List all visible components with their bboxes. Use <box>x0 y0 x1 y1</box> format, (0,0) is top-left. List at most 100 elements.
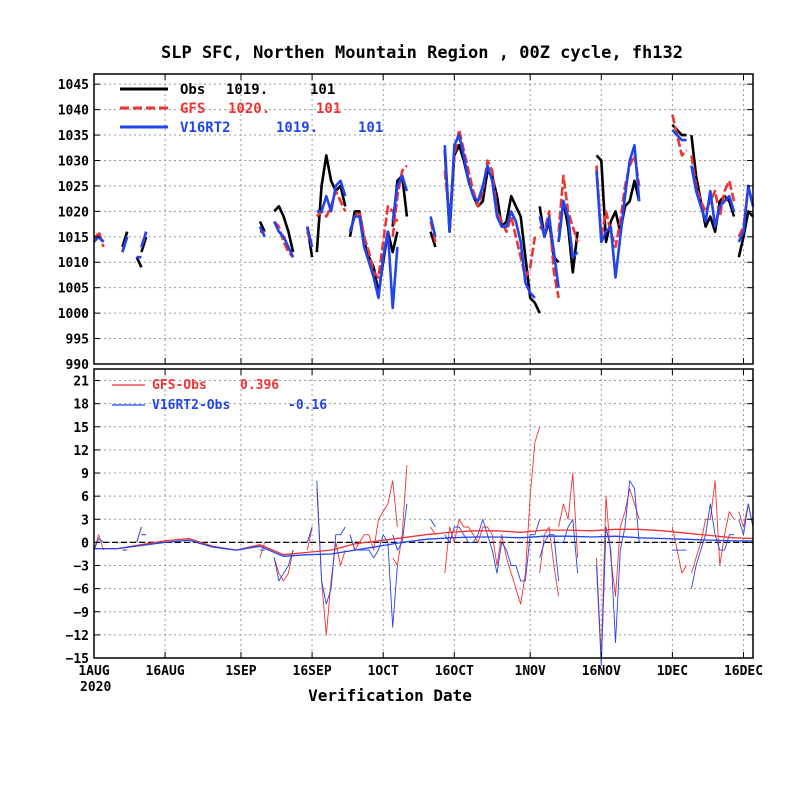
x-tick-label: 16AUG <box>146 664 185 679</box>
x-tick-label: 1AUG <box>78 664 109 679</box>
v16-series-line <box>316 179 347 213</box>
bottom-legend: GFS-Obs 0.396 V16RT2-Obs -0.16 <box>112 378 327 413</box>
x-tick-label: 16DEC <box>724 664 763 679</box>
v16-series-line <box>671 129 687 142</box>
bottom-ytick-label: 18 <box>73 398 89 413</box>
gfs-series-line <box>348 205 399 279</box>
bottom-ytick-label: 6 <box>81 490 89 505</box>
v16-diff-line <box>273 549 294 582</box>
bottom-ytick-label: −3 <box>73 560 89 575</box>
legend-v16-label: V16RT2 <box>180 120 231 136</box>
top-ytick-label: 1045 <box>58 78 89 93</box>
gfs-diff-line <box>93 534 104 551</box>
gfs-series-line <box>273 220 295 259</box>
gfs-diff-line <box>273 550 294 582</box>
x-tick-label: 1SEP <box>225 664 256 679</box>
obs-series-line <box>595 154 641 244</box>
gfs-diff-line <box>596 488 640 659</box>
top-ytick-label: 1010 <box>58 256 89 271</box>
gfs-series-line <box>595 154 641 249</box>
top-ytick-label: 1040 <box>58 104 89 119</box>
bottom-ytick-label: −15 <box>66 652 89 667</box>
gfs-diff-line <box>349 480 398 551</box>
top-ytick-label: 1030 <box>58 154 89 169</box>
bottom-gridlines <box>94 369 753 658</box>
legend-gfs-label: GFS <box>180 101 205 117</box>
bottom-ytick-label: 21 <box>73 375 89 390</box>
legend-obs-label: Obs <box>180 82 205 98</box>
top-plot-frame <box>93 73 754 365</box>
chart-title: SLP SFC, Northen Mountain Region , 00Z c… <box>161 43 683 63</box>
bottom-ytick-label: 12 <box>73 444 89 459</box>
legend-gfs-count: 101 <box>316 101 341 117</box>
x-tick-label: 1DEC <box>657 664 688 679</box>
v16-diff-line <box>430 519 436 528</box>
obs-series-line <box>140 236 148 253</box>
top-ytick-label: 1005 <box>58 282 89 297</box>
v16-series-line <box>391 174 409 222</box>
bottom-panel: −15 −12 −9 −6 −3 0 3 6 9 12 15 18 21 GFS-Obs 0.396 V… <box>66 368 754 667</box>
top-y-tick-labels: 990 995 1000 1005 1010 1015 1020 1025 1030 1035 10… <box>58 78 753 373</box>
x-year-label: 2020 <box>80 680 111 695</box>
v16-series-line <box>538 215 560 288</box>
obs-series-line <box>135 256 143 268</box>
bottom-y-tick-labels: −15 −12 −9 −6 −3 0 3 6 9 12 15 18 21 <box>66 375 753 667</box>
v16-running-mean-line <box>94 535 753 557</box>
v16-series-line <box>557 199 579 259</box>
top-ytick-label: 1025 <box>58 180 89 195</box>
gfs-diff-line <box>444 426 541 605</box>
v16-series-line <box>690 165 736 228</box>
legend-obs-mean: 1019. <box>226 82 268 98</box>
gfs-series-line <box>671 114 688 157</box>
gfs-running-mean-line <box>94 528 754 556</box>
bottom-ytick-label: 9 <box>81 467 89 482</box>
v16-diff-line <box>596 480 640 667</box>
v16-diff-line <box>392 503 408 551</box>
v16-diff-line <box>316 480 346 605</box>
legend-v16-count: 101 <box>358 120 383 136</box>
legend-gfs-mean: 1020. <box>228 101 270 117</box>
top-gridlines <box>94 74 753 364</box>
gfs-series-line <box>443 128 537 279</box>
gfs-series-line <box>557 174 579 243</box>
obs-series-line <box>315 154 347 253</box>
legend-v16-diff-mean: -0.16 <box>288 398 327 413</box>
v16-diff-line <box>558 518 579 574</box>
gfs-diff-line <box>558 472 579 558</box>
top-ytick-label: 1000 <box>58 307 89 322</box>
top-legend: Obs 1019. 101 GFS 1020. 101 V16RT2 1019.… <box>120 82 383 136</box>
gfs-diff-line <box>539 526 560 597</box>
obs-series-line <box>737 210 754 258</box>
x-axis-label: Verification Date <box>308 686 472 705</box>
v16-series-line <box>306 226 314 248</box>
bottom-ytick-label: 15 <box>73 421 89 436</box>
top-ytick-label: 995 <box>66 333 89 348</box>
bottom-ytick-label: 3 <box>81 513 89 528</box>
v16-series-line <box>737 184 755 243</box>
obs-series-line <box>429 231 437 248</box>
bottom-series-lines <box>93 426 754 667</box>
v16-diff-line <box>306 526 313 543</box>
bottom-ytick-label: −9 <box>73 606 89 621</box>
top-ytick-label: 990 <box>66 358 90 373</box>
obs-series-line <box>273 205 295 253</box>
legend-v16-mean: 1019. <box>276 120 318 136</box>
x-tick-label: 1OCT <box>368 664 399 679</box>
legend-gfs-diff-mean: 0.396 <box>240 378 279 393</box>
top-ytick-label: 1035 <box>58 129 89 144</box>
obs-series-line <box>121 231 129 248</box>
legend-gfs-diff-label: GFS-Obs <box>152 378 207 393</box>
x-tick-label: 16OCT <box>435 664 474 679</box>
v16-diff-line <box>539 534 560 581</box>
v16-series-line <box>348 215 399 310</box>
v16-series-line <box>443 133 536 299</box>
v16-series-line <box>595 143 641 279</box>
bottom-ytick-label: 0 <box>81 536 89 551</box>
x-tick-label: 16SEP <box>293 664 332 679</box>
v16-series-line <box>258 226 266 238</box>
top-panel: 990 995 1000 1005 1010 1015 1020 1025 1030 1035 10… <box>58 73 755 373</box>
v16-diff-line <box>738 503 754 536</box>
top-series-lines <box>92 114 755 314</box>
gfs-diff-line <box>690 480 735 574</box>
